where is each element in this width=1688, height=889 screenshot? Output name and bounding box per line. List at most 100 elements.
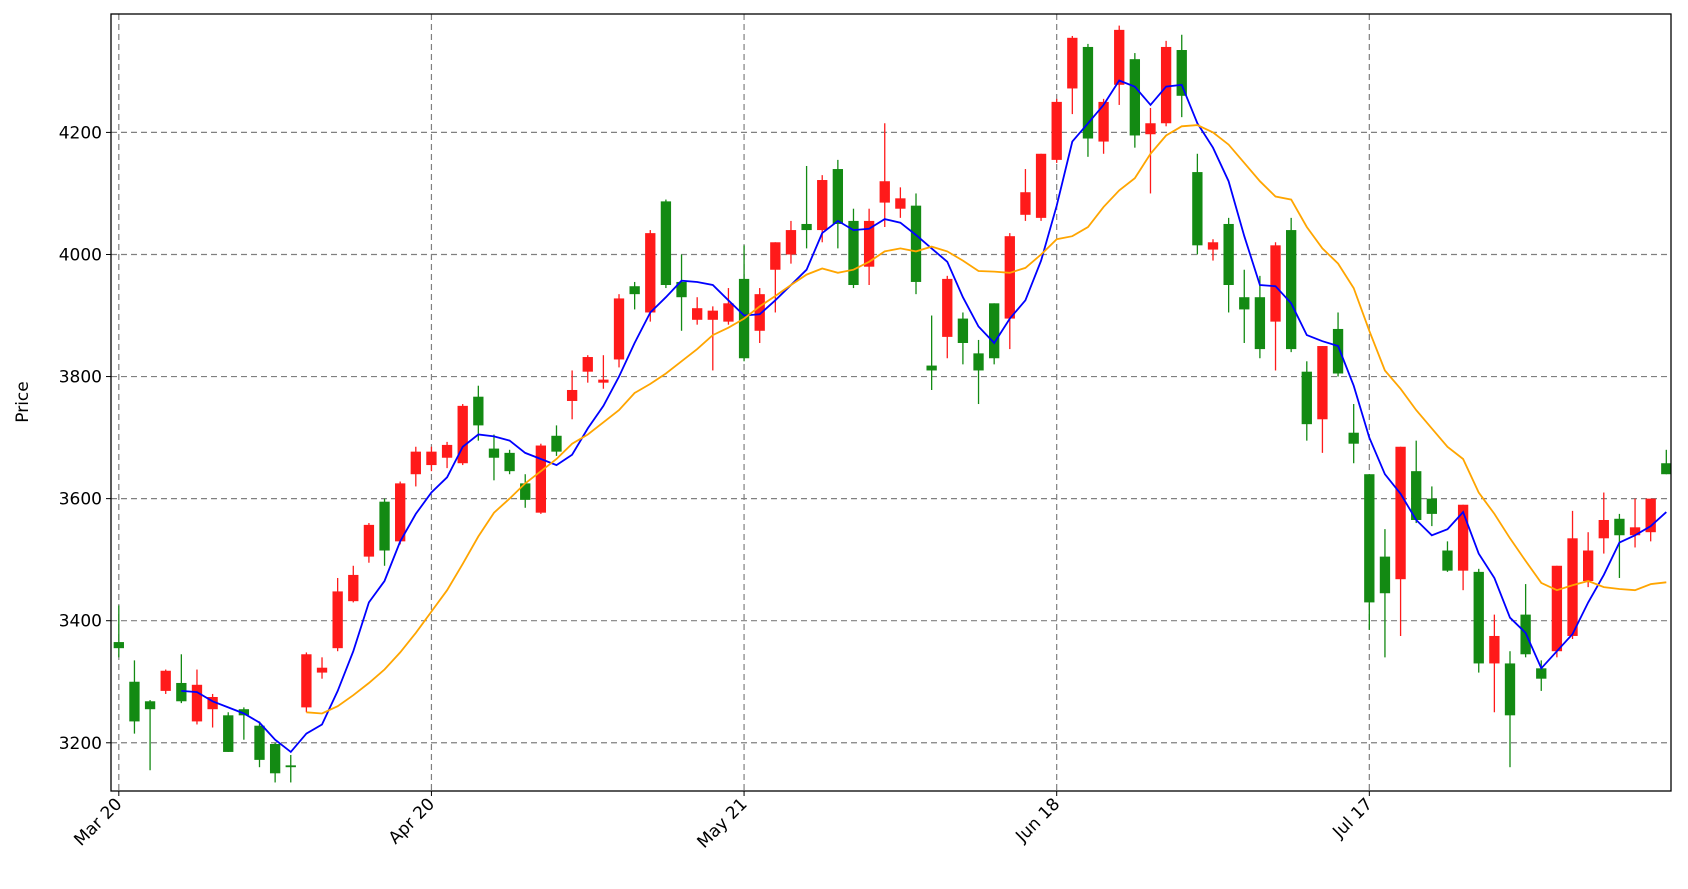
candles (113, 25, 1672, 783)
candle-body (1614, 518, 1625, 536)
y-tick-label: 4000 (59, 245, 102, 265)
y-tick-label: 3400 (59, 612, 102, 632)
candle-body (473, 396, 484, 426)
candle-body (1176, 50, 1187, 96)
candle-body (645, 233, 656, 313)
candle-body (582, 357, 593, 372)
candle-body (363, 524, 375, 557)
candle-body (910, 205, 922, 282)
candle-body (1442, 550, 1453, 571)
candle-body (1020, 192, 1031, 215)
candle-body (441, 444, 453, 458)
candle-body (379, 501, 390, 551)
candle-body (238, 709, 250, 716)
y-tick-label: 3800 (59, 368, 102, 388)
x-tick-label: Mar 20 (70, 794, 126, 850)
candle-body (426, 451, 437, 466)
candle-body (1364, 474, 1375, 603)
candle-body (1098, 101, 1109, 142)
candle-body (1661, 463, 1672, 475)
candle-body (1457, 504, 1469, 571)
candle-body (1301, 371, 1312, 425)
candle-body (1551, 565, 1563, 652)
candle-body (1114, 29, 1125, 85)
candle-body (863, 220, 875, 267)
candle-body (1473, 571, 1484, 664)
y-axis-label: Price (13, 381, 33, 422)
candle-body (1286, 230, 1297, 350)
candle-body (254, 725, 265, 760)
candle-body (395, 483, 406, 542)
candle-body (942, 278, 953, 337)
candle-body (1223, 223, 1234, 286)
candle-body (535, 445, 547, 513)
candle-body (1411, 471, 1422, 520)
candle-body (770, 242, 781, 270)
candle-body (676, 281, 687, 298)
candle-body (160, 670, 171, 691)
candle-body (191, 684, 203, 722)
candle-body (613, 298, 625, 360)
candle-body (1254, 297, 1266, 350)
candle-body (1129, 59, 1141, 136)
moving-average-line (181, 79, 1667, 754)
candle-body (144, 701, 156, 710)
x-tick-label: Apr 20 (385, 794, 439, 848)
candle-body (1082, 46, 1094, 139)
candle-body (1426, 498, 1437, 514)
candle-body (1504, 663, 1516, 716)
candle-body (1395, 446, 1406, 580)
candle-body (895, 198, 906, 209)
plot-frame (110, 13, 1672, 792)
candle-body (1160, 46, 1172, 124)
candle-body (598, 379, 609, 383)
candle-body (989, 303, 1000, 359)
candle-body (520, 483, 531, 500)
candle-body (1317, 346, 1328, 420)
candle-body (692, 308, 703, 320)
candle-body (1270, 245, 1281, 322)
candle-body (832, 169, 844, 224)
candle-body (1004, 236, 1015, 319)
moving-average-line (306, 124, 1667, 715)
candle-body (1379, 556, 1391, 594)
candle-body (410, 451, 421, 475)
candle-body (1051, 101, 1062, 160)
candle-body (348, 574, 359, 602)
candle-body (1332, 328, 1344, 374)
candle-body (785, 230, 797, 255)
candle-body (566, 389, 578, 401)
candle-body (660, 201, 672, 286)
candle-body (316, 667, 328, 673)
candle-body (723, 303, 734, 322)
candle-body (707, 310, 718, 320)
candle-body (1598, 519, 1609, 539)
candle-body (488, 448, 500, 458)
candle-body (973, 353, 984, 371)
candle-body (1035, 153, 1047, 218)
candle-body (801, 223, 812, 231)
candle-body (269, 744, 281, 774)
candle-body (1145, 123, 1156, 135)
y-tick-label: 3200 (59, 734, 102, 754)
candle-body (207, 697, 218, 710)
candle-body (551, 435, 562, 452)
x-tick-label: Jul 17 (1328, 794, 1376, 842)
candle-body (504, 452, 515, 472)
candle-body (176, 682, 187, 702)
candle-body (1629, 527, 1641, 536)
y-tick-label: 4200 (59, 123, 102, 143)
candle-body (301, 654, 312, 708)
candle-body (1348, 432, 1359, 444)
candle-body (1192, 172, 1203, 246)
candle-body (1567, 538, 1578, 636)
candle-body (629, 286, 640, 295)
candle-body (113, 642, 124, 649)
candle-body (332, 591, 343, 649)
x-tick-label: May 21 (693, 794, 751, 852)
candle-body (285, 765, 296, 768)
candle-body (223, 715, 234, 752)
candle-body (754, 294, 765, 331)
